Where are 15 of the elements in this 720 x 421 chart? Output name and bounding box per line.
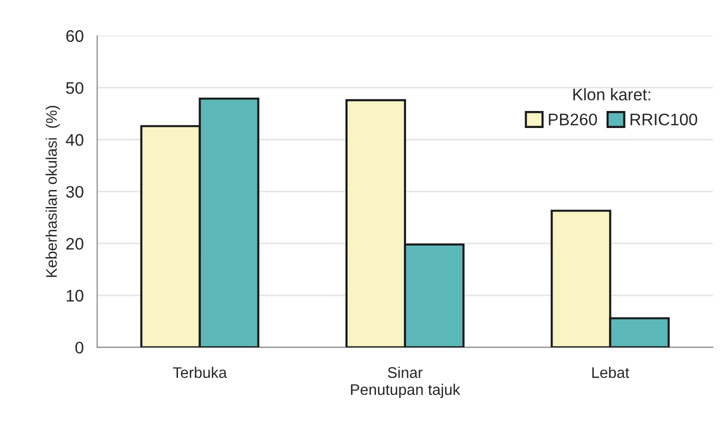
x-tick-label: Terbuka bbox=[172, 366, 227, 378]
y-tick-label: 10 bbox=[66, 290, 84, 302]
y-tick-label: 40 bbox=[66, 134, 84, 146]
x-tick-label: Lebat bbox=[592, 366, 630, 378]
legend-title: Klon karet: bbox=[573, 88, 650, 100]
y-tick-label: 0 bbox=[75, 342, 84, 354]
legend-label: RRIC100 bbox=[630, 114, 698, 126]
y-tick-label: 60 bbox=[66, 30, 84, 42]
y-tick-label: 30 bbox=[66, 186, 84, 198]
x-tick-label: Sinar bbox=[388, 366, 423, 378]
x-axis-title: Penutupan tajuk bbox=[351, 384, 460, 398]
y-tick-label: 20 bbox=[66, 238, 84, 250]
legend-label: PB260 bbox=[548, 114, 597, 126]
y-tick-label: 50 bbox=[66, 82, 84, 94]
y-axis-title: Keberhasilan okulasi (%) bbox=[46, 106, 60, 277]
